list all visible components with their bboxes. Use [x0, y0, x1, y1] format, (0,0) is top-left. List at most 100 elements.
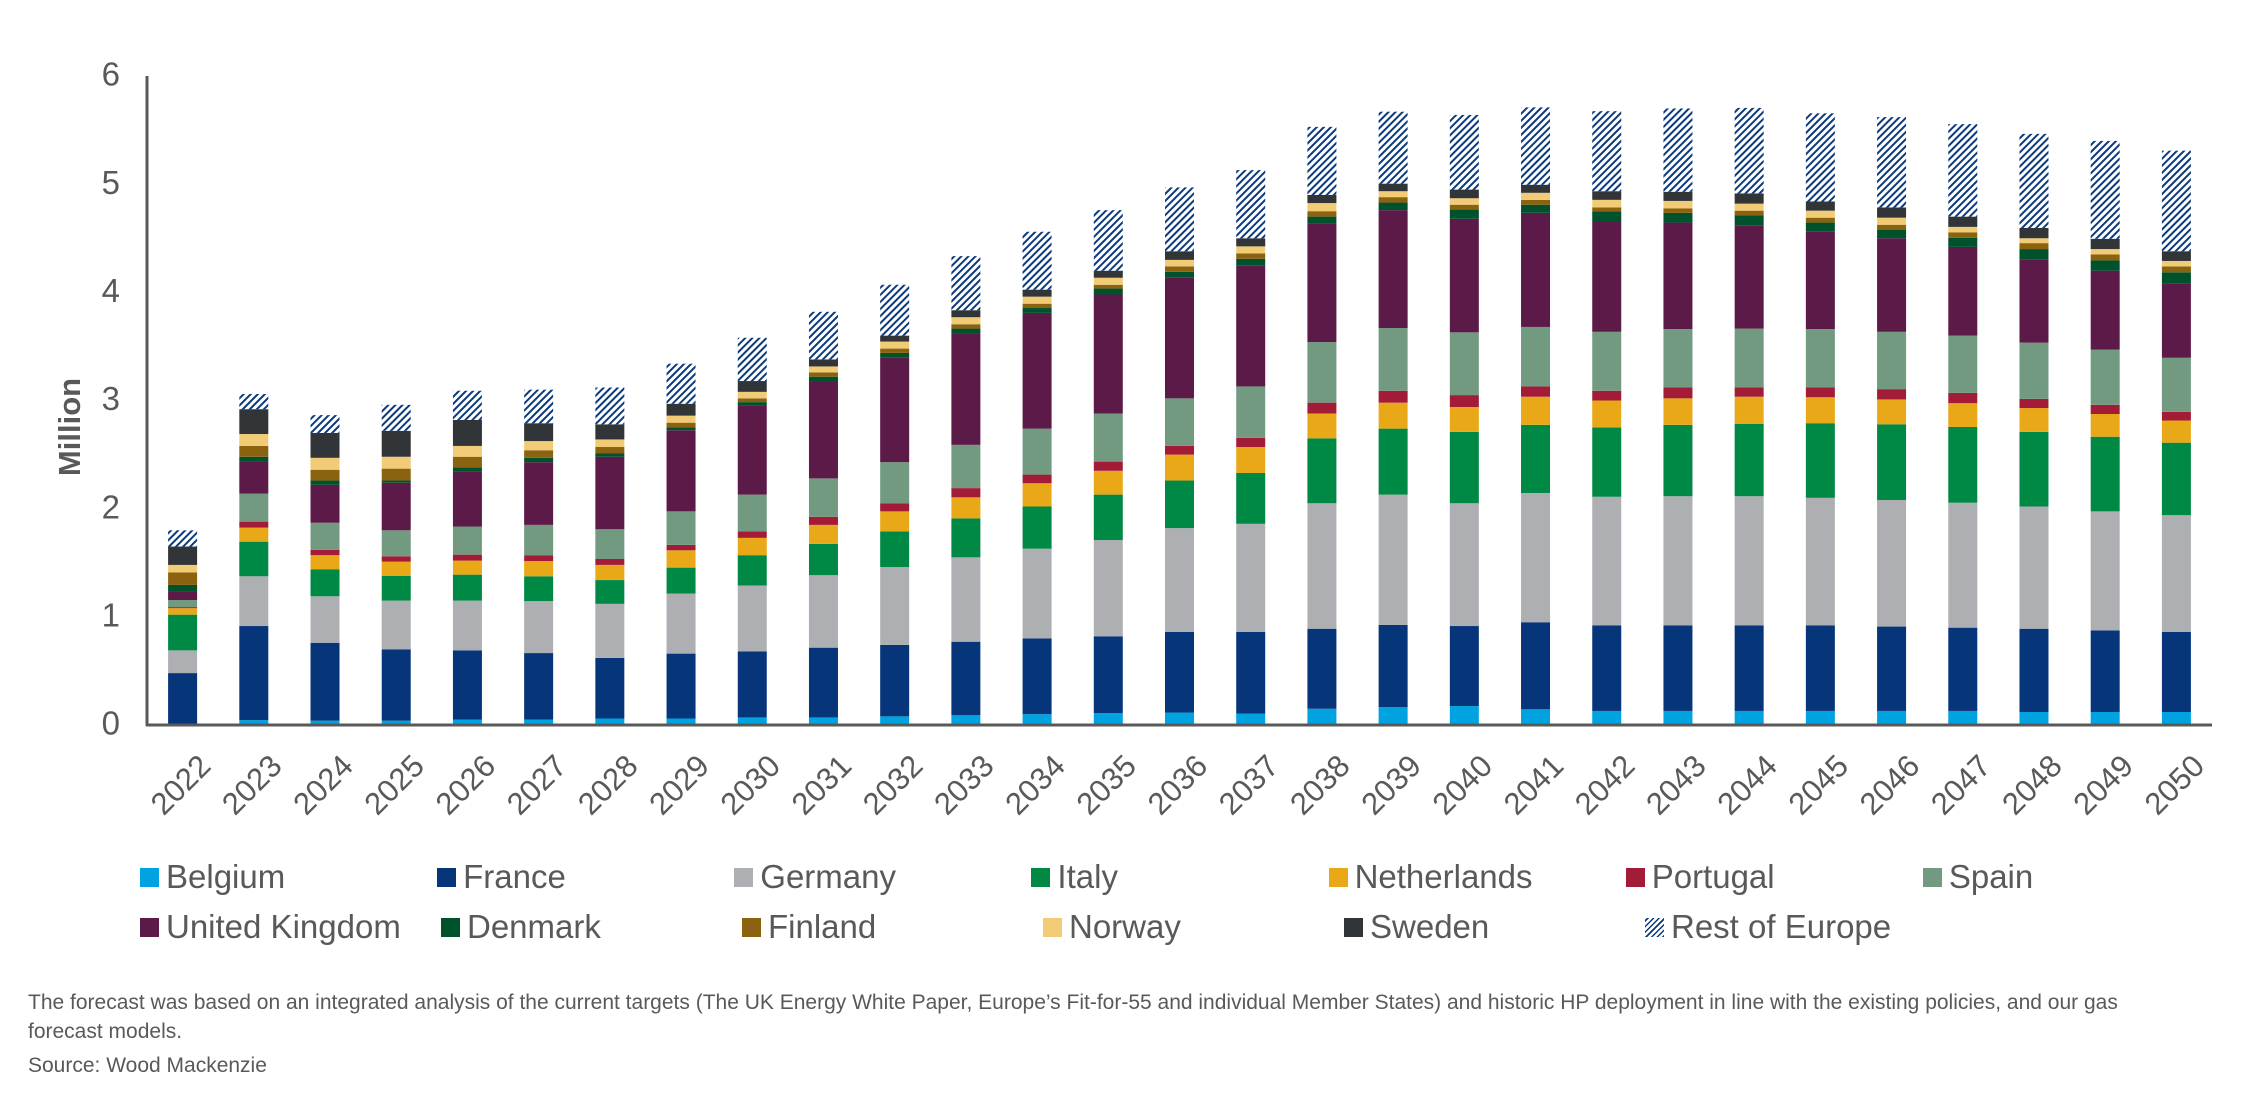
bar-segment-spain-2042	[1592, 331, 1622, 391]
x-tick-label-2024: 2024	[286, 748, 360, 822]
legend-label: Germany	[760, 858, 896, 895]
bars-layer	[168, 107, 2191, 725]
bar-segment-germany-2041	[1521, 492, 1551, 623]
bar-segment-sweden-2028	[595, 424, 625, 440]
bar-segment-germany-2038	[1307, 503, 1337, 629]
bar-stack-2043	[1663, 108, 1693, 725]
bar-segment-italy-2027	[524, 576, 554, 602]
bar-stack-2036	[1165, 187, 1194, 725]
bar-segment-denmark-2035	[1093, 288, 1123, 295]
bar-segment-norway-2049	[2090, 249, 2120, 255]
legend-item-spain: Spain	[1922, 858, 2220, 896]
bar-segment-germany-2031	[808, 575, 838, 648]
bar-segment-italy-2047	[1948, 427, 1978, 503]
bar-segment-belgium-2027	[524, 719, 554, 725]
bar-segment-finland-2036	[1165, 266, 1194, 272]
bar-segment-united-kingdom-2046	[1877, 238, 1907, 332]
legend-item-germany: Germany	[734, 858, 1031, 896]
bar-segment-spain-2038	[1307, 342, 1337, 403]
bar-segment-rest-of-europe-2038	[1307, 126, 1337, 195]
footnote: The forecast was based on an integrated …	[28, 991, 2118, 1043]
x-tick-label-2046: 2046	[1853, 748, 1927, 822]
bar-stack-2042	[1592, 111, 1622, 725]
bar-segment-netherlands-2045	[1805, 397, 1835, 424]
bar-segment-sweden-2030	[737, 381, 767, 392]
bar-segment-rest-of-europe-2029	[666, 363, 696, 404]
bar-segment-united-kingdom-2050	[2161, 283, 2191, 358]
bar-segment-portugal-2043	[1663, 387, 1693, 399]
bar-segment-sweden-2034	[1022, 289, 1052, 297]
x-tick-label-2043: 2043	[1639, 748, 1713, 822]
bar-segment-norway-2035	[1093, 277, 1123, 285]
bar-segment-netherlands-2047	[1948, 403, 1978, 427]
bar-segment-sweden-2023	[239, 409, 269, 435]
bar-segment-germany-2023	[239, 576, 269, 627]
bar-segment-norway-2050	[2161, 260, 2191, 267]
bar-segment-france-2033	[951, 641, 981, 716]
bar-segment-germany-2046	[1877, 500, 1907, 627]
x-tick-label-2041: 2041	[1497, 748, 1571, 822]
bar-segment-united-kingdom-2033	[951, 333, 981, 445]
bar-segment-sweden-2044	[1734, 193, 1764, 204]
bar-segment-portugal-2036	[1165, 445, 1194, 455]
bar-segment-sweden-2032	[880, 335, 910, 342]
bar-segment-italy-2028	[595, 580, 625, 604]
bar-segment-netherlands-2046	[1877, 399, 1907, 425]
bar-segment-norway-2036	[1165, 259, 1194, 267]
bar-segment-united-kingdom-2048	[2019, 259, 2049, 343]
bar-segment-finland-2041	[1521, 199, 1551, 205]
bar-segment-united-kingdom-2045	[1805, 231, 1835, 330]
bar-segment-rest-of-europe-2033	[951, 256, 981, 311]
x-tick-label-2034: 2034	[998, 748, 1072, 822]
legend-swatch-rest-of-europe	[1645, 917, 1664, 937]
bar-segment-denmark-2029	[666, 427, 696, 431]
bar-segment-germany-2029	[666, 593, 696, 654]
bar-segment-rest-of-europe-2028	[595, 387, 625, 425]
bar-segment-sweden-2050	[2161, 251, 2191, 261]
legend-row-2: United Kingdom Denmark Finland Norway Sweden…	[140, 902, 2220, 952]
bar-stack-2039	[1378, 111, 1408, 725]
bar-segment-germany-2030	[737, 585, 767, 652]
bar-stack-2031	[808, 311, 838, 725]
legend-swatch-denmark	[441, 917, 460, 937]
bar-segment-finland-2031	[808, 372, 838, 377]
bar-segment-sweden-2031	[808, 359, 838, 367]
bar-segment-denmark-2046	[1877, 229, 1907, 239]
bar-segment-denmark-2040	[1449, 209, 1479, 219]
legend-label: Portugal	[1651, 858, 1775, 895]
bar-segment-spain-2049	[2090, 349, 2120, 405]
bar-segment-spain-2046	[1877, 331, 1907, 390]
bar-segment-united-kingdom-2042	[1592, 221, 1622, 332]
bar-segment-germany-2037	[1236, 523, 1266, 632]
bar-segment-belgium-2026	[452, 719, 482, 725]
bar-segment-sweden-2029	[666, 403, 696, 416]
bar-segment-portugal-2030	[737, 531, 767, 538]
bar-segment-france-2045	[1805, 625, 1835, 711]
x-tick-label-2047: 2047	[1924, 748, 1998, 822]
bar-segment-spain-2025	[381, 530, 411, 557]
legend-item-norway: Norway	[1043, 908, 1344, 946]
bar-segment-denmark-2032	[880, 352, 910, 358]
bar-segment-finland-2038	[1307, 211, 1337, 217]
bar-segment-finland-2045	[1805, 217, 1835, 223]
bar-segment-portugal-2035	[1093, 461, 1123, 471]
bar-segment-germany-2026	[452, 600, 482, 651]
bar-segment-norway-2044	[1734, 203, 1764, 211]
bar-segment-denmark-2039	[1378, 202, 1408, 211]
bar-segment-netherlands-2044	[1734, 396, 1764, 424]
bar-segment-norway-2026	[452, 445, 482, 457]
bar-segment-france-2028	[595, 657, 625, 719]
bar-segment-united-kingdom-2049	[2090, 270, 2120, 350]
bar-segment-netherlands-2036	[1165, 454, 1194, 481]
bar-segment-sweden-2048	[2019, 227, 2049, 239]
legend-item-italy: Italy	[1031, 858, 1328, 896]
bar-segment-united-kingdom-2028	[595, 456, 625, 530]
bar-segment-portugal-2027	[524, 555, 554, 562]
bar-stack-2027	[524, 389, 554, 725]
bar-segment-belgium-2031	[808, 717, 838, 725]
bar-segment-rest-of-europe-2024	[310, 415, 340, 433]
x-tick-label-2037: 2037	[1212, 748, 1286, 822]
bar-segment-portugal-2046	[1877, 389, 1907, 400]
y-tick-label-1: 1	[102, 597, 120, 634]
bar-segment-denmark-2037	[1236, 258, 1266, 266]
